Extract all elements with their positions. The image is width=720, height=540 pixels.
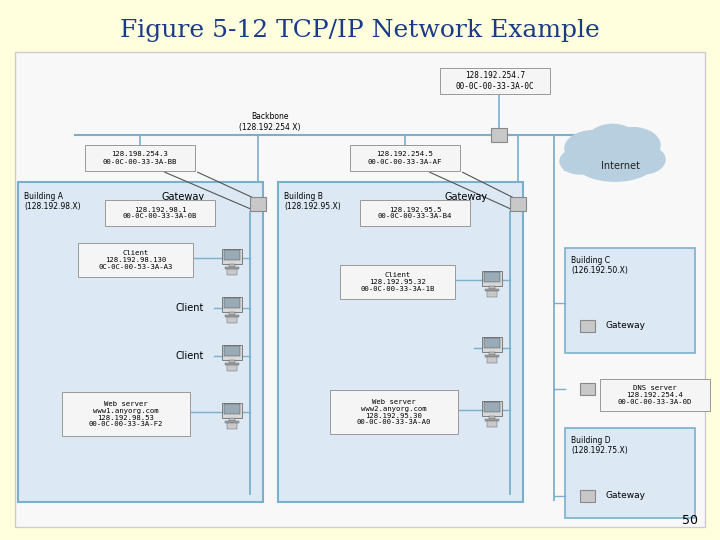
FancyBboxPatch shape	[222, 402, 242, 418]
FancyBboxPatch shape	[78, 243, 193, 277]
FancyBboxPatch shape	[18, 182, 263, 502]
FancyBboxPatch shape	[229, 360, 235, 362]
FancyBboxPatch shape	[487, 291, 498, 296]
Text: Building C
(126.192.50.X): Building C (126.192.50.X)	[571, 256, 628, 275]
FancyBboxPatch shape	[225, 267, 239, 269]
Text: Internet: Internet	[600, 161, 639, 171]
FancyBboxPatch shape	[224, 346, 240, 356]
FancyBboxPatch shape	[229, 264, 235, 267]
FancyBboxPatch shape	[484, 272, 500, 282]
FancyBboxPatch shape	[224, 404, 240, 414]
FancyBboxPatch shape	[227, 423, 238, 429]
FancyBboxPatch shape	[484, 339, 500, 348]
FancyBboxPatch shape	[565, 248, 695, 353]
Text: Gateway: Gateway	[605, 321, 645, 330]
FancyBboxPatch shape	[227, 365, 238, 370]
Text: Gateway: Gateway	[161, 192, 204, 202]
FancyBboxPatch shape	[565, 428, 695, 518]
FancyBboxPatch shape	[482, 401, 502, 416]
FancyBboxPatch shape	[350, 145, 460, 171]
FancyBboxPatch shape	[225, 362, 239, 365]
FancyBboxPatch shape	[489, 286, 495, 288]
Text: Figure 5-12 TCP/IP Network Example: Figure 5-12 TCP/IP Network Example	[120, 18, 600, 42]
Text: Gateway: Gateway	[444, 192, 487, 202]
FancyBboxPatch shape	[485, 288, 499, 291]
FancyBboxPatch shape	[580, 490, 595, 502]
FancyBboxPatch shape	[85, 145, 195, 171]
FancyBboxPatch shape	[224, 251, 240, 260]
FancyBboxPatch shape	[222, 296, 242, 312]
Ellipse shape	[560, 148, 600, 174]
Text: Backbone
(128.192.254 X): Backbone (128.192.254 X)	[239, 112, 301, 132]
Ellipse shape	[575, 143, 655, 181]
Text: Client: Client	[176, 351, 204, 361]
Text: 50: 50	[682, 514, 698, 527]
Text: Building B
(128.192.95.X): Building B (128.192.95.X)	[284, 192, 341, 211]
Text: Building A
(128.192.98.X): Building A (128.192.98.X)	[24, 192, 81, 211]
FancyBboxPatch shape	[222, 345, 242, 360]
FancyBboxPatch shape	[62, 392, 190, 436]
FancyBboxPatch shape	[224, 299, 240, 308]
FancyBboxPatch shape	[227, 269, 238, 274]
FancyBboxPatch shape	[580, 383, 595, 395]
Text: Gateway: Gateway	[605, 491, 645, 501]
Text: Client: Client	[176, 303, 204, 313]
Text: DNS server
128.192.254.4
00-0C-00-33-3A-0D: DNS server 128.192.254.4 00-0C-00-33-3A-…	[618, 385, 692, 405]
FancyBboxPatch shape	[222, 248, 242, 264]
FancyBboxPatch shape	[360, 200, 470, 226]
FancyBboxPatch shape	[340, 265, 455, 299]
FancyBboxPatch shape	[229, 418, 235, 421]
Text: 128.192.254.5
00-0C-00-33-3A-AF: 128.192.254.5 00-0C-00-33-3A-AF	[368, 152, 442, 165]
FancyBboxPatch shape	[487, 357, 498, 362]
Text: Web server
www2.anyorg.com
128.192.95.30
00-0C-00-33-3A-A0: Web server www2.anyorg.com 128.192.95.30…	[357, 399, 431, 426]
FancyBboxPatch shape	[485, 418, 499, 421]
FancyBboxPatch shape	[105, 200, 215, 226]
FancyBboxPatch shape	[510, 197, 526, 211]
Text: 128.192.95.5
00-0C-00-33-3A-B4: 128.192.95.5 00-0C-00-33-3A-B4	[378, 206, 452, 219]
FancyBboxPatch shape	[484, 402, 500, 413]
FancyBboxPatch shape	[600, 379, 710, 411]
FancyBboxPatch shape	[580, 320, 595, 332]
Ellipse shape	[588, 124, 637, 157]
FancyBboxPatch shape	[15, 52, 705, 527]
FancyBboxPatch shape	[278, 182, 523, 502]
Ellipse shape	[605, 127, 660, 163]
FancyBboxPatch shape	[489, 352, 495, 355]
Text: Client
128.192.95.32
00-0C-00-33-3A-1B: Client 128.192.95.32 00-0C-00-33-3A-1B	[360, 272, 435, 292]
Text: 128.192.98.1
00-0C-00-33-3A-0B: 128.192.98.1 00-0C-00-33-3A-0B	[123, 206, 197, 219]
FancyBboxPatch shape	[487, 421, 498, 427]
FancyBboxPatch shape	[225, 314, 239, 317]
FancyBboxPatch shape	[250, 197, 266, 211]
FancyBboxPatch shape	[482, 271, 502, 286]
Text: Client
128.192.98.130
0C-0C-00-53-3A-A3: Client 128.192.98.130 0C-0C-00-53-3A-A3	[99, 250, 173, 270]
Ellipse shape	[620, 145, 665, 174]
FancyBboxPatch shape	[489, 416, 495, 418]
Text: Web server
www1.anyorg.com
128.192.98.53
00-0C-00-33-3A-F2: Web server www1.anyorg.com 128.192.98.53…	[89, 401, 163, 428]
Ellipse shape	[565, 131, 620, 166]
Text: 128.192.254.7
00-0C-00-33-3A-0C: 128.192.254.7 00-0C-00-33-3A-0C	[456, 71, 534, 91]
Text: Building D
(128.192.75.X): Building D (128.192.75.X)	[571, 436, 628, 455]
FancyBboxPatch shape	[330, 390, 458, 434]
FancyBboxPatch shape	[482, 336, 502, 352]
FancyBboxPatch shape	[485, 355, 499, 357]
Text: 128.198.254.3
00-0C-00-33-3A-BB: 128.198.254.3 00-0C-00-33-3A-BB	[103, 152, 177, 165]
FancyBboxPatch shape	[225, 421, 239, 423]
FancyBboxPatch shape	[229, 312, 235, 314]
FancyBboxPatch shape	[227, 317, 238, 322]
FancyBboxPatch shape	[440, 68, 550, 94]
FancyBboxPatch shape	[491, 128, 507, 142]
